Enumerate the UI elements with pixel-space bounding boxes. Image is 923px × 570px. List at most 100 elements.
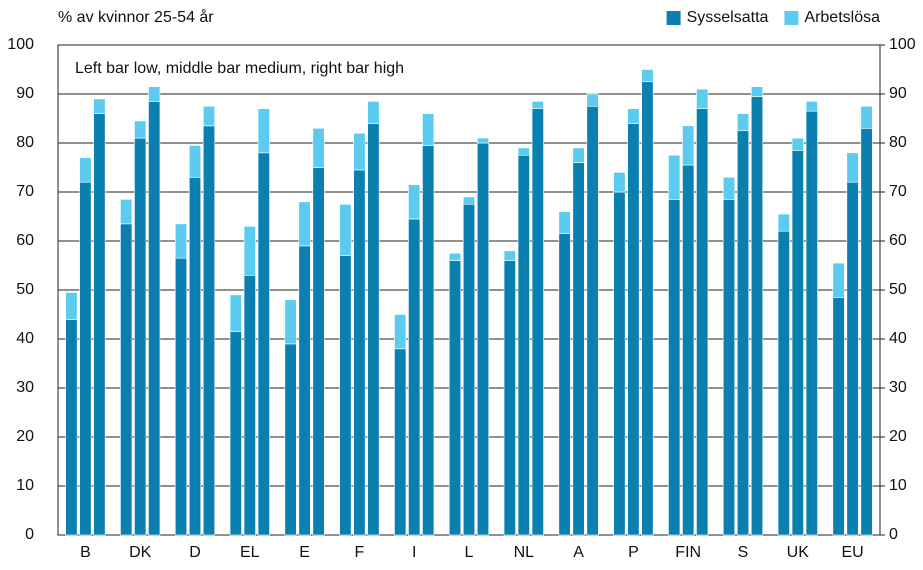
bar-segment xyxy=(832,297,845,536)
bar-segment xyxy=(572,162,585,536)
bar-segment xyxy=(531,101,544,109)
y-tick-label: 20 xyxy=(16,428,34,445)
bar-segment xyxy=(558,233,571,536)
bar-segment xyxy=(531,108,544,536)
bar-segment xyxy=(668,154,681,200)
bar-segment xyxy=(462,196,476,205)
bar-segment xyxy=(722,199,736,536)
bar-segment xyxy=(448,260,462,536)
bar-segment xyxy=(243,274,256,536)
bar-segment xyxy=(353,169,366,536)
bar-segment xyxy=(298,201,311,247)
bar-segment xyxy=(79,157,92,183)
bar-segment xyxy=(586,105,599,536)
bar-segment xyxy=(641,69,654,83)
annotation: Left bar low, middle bar medium, right b… xyxy=(75,60,404,77)
bar-segment xyxy=(696,108,709,536)
bar-segment xyxy=(134,137,147,536)
bar-segment xyxy=(148,86,161,102)
bar-segment xyxy=(148,101,161,536)
bar-segment xyxy=(558,211,571,234)
bar-segment xyxy=(777,230,790,536)
bar-segment xyxy=(476,137,490,144)
bar-segment xyxy=(202,125,216,536)
bar-segment xyxy=(448,252,462,261)
x-tick-label: S xyxy=(738,544,749,561)
y2-tick-label: 50 xyxy=(889,281,907,298)
bar-segment xyxy=(257,108,270,154)
y-tick-label: 100 xyxy=(7,36,34,53)
bar-segment xyxy=(312,128,325,168)
bar-segment xyxy=(134,120,147,139)
legend-swatch xyxy=(666,11,681,25)
y-tick-label: 70 xyxy=(16,183,34,200)
bar-segment xyxy=(422,145,435,536)
bar-segment xyxy=(408,218,421,536)
bar-segment xyxy=(627,123,640,536)
y2-tick-label: 80 xyxy=(889,134,907,151)
y2-tick-label: 100 xyxy=(889,36,916,53)
x-tick-label: P xyxy=(628,544,639,561)
bar-segment xyxy=(284,343,297,536)
y2-tick-label: 10 xyxy=(889,477,907,494)
y-tick-label: 30 xyxy=(16,379,34,396)
bar-segment xyxy=(229,294,242,332)
bar-segment xyxy=(777,213,790,232)
bar-segment xyxy=(462,203,476,536)
y-tick-label: 40 xyxy=(16,330,34,347)
bar-segment xyxy=(586,93,599,107)
bar-segment xyxy=(682,164,695,536)
bar-segment xyxy=(860,128,873,536)
bar-segment xyxy=(174,257,188,536)
x-tick-label: E xyxy=(299,544,310,561)
bar-segment xyxy=(503,260,516,536)
bar-segment xyxy=(394,348,407,536)
y2-tick-label: 60 xyxy=(889,232,907,249)
x-tick-label: EU xyxy=(841,544,863,561)
x-tick-label: EL xyxy=(240,544,260,561)
bar-segment xyxy=(422,113,435,146)
bar-segment xyxy=(613,172,626,193)
x-tick-label: FIN xyxy=(675,544,701,561)
x-tick-label: I xyxy=(412,544,416,561)
y-axis-label: % av kvinnor 25-54 år xyxy=(58,8,214,26)
bar-segment xyxy=(750,96,764,536)
bar-segment xyxy=(339,203,352,257)
legend-label: Sysselsatta xyxy=(687,9,769,26)
x-tick-label: D xyxy=(189,544,201,561)
x-tick-label: B xyxy=(80,544,91,561)
y-tick-label: 50 xyxy=(16,281,34,298)
bar-segment xyxy=(408,184,421,220)
bar-segment xyxy=(93,113,106,536)
bar-segment xyxy=(517,147,530,156)
bar-segment xyxy=(641,81,654,536)
y2-tick-label: 0 xyxy=(889,526,898,543)
bar-segment xyxy=(696,88,709,109)
bar-segment xyxy=(65,319,78,536)
bar-segment xyxy=(805,110,818,536)
bar-segment xyxy=(832,262,845,298)
bar-segment xyxy=(229,331,242,536)
legend-label: Arbetslösa xyxy=(804,9,880,26)
bar-segment xyxy=(188,177,202,536)
bar-segment xyxy=(791,150,804,536)
bar-segment xyxy=(188,145,202,178)
bar-segment xyxy=(722,177,736,200)
y-tick-label: 0 xyxy=(25,526,34,543)
bar-segment xyxy=(805,101,818,112)
y2-tick-label: 30 xyxy=(889,379,907,396)
x-tick-label: L xyxy=(465,544,474,561)
x-tick-label: DK xyxy=(129,544,152,561)
bar-segment xyxy=(846,181,859,536)
bar-segment xyxy=(339,255,352,536)
bar-segment xyxy=(517,154,530,536)
bar-segment xyxy=(750,86,764,97)
y-tick-label: 90 xyxy=(16,85,34,102)
legend-swatch xyxy=(784,11,799,25)
bar-segment xyxy=(79,181,92,536)
x-tick-label: F xyxy=(355,544,365,561)
bar-segment xyxy=(682,125,695,166)
bar-segment xyxy=(202,105,216,127)
bar-segment xyxy=(860,105,873,129)
